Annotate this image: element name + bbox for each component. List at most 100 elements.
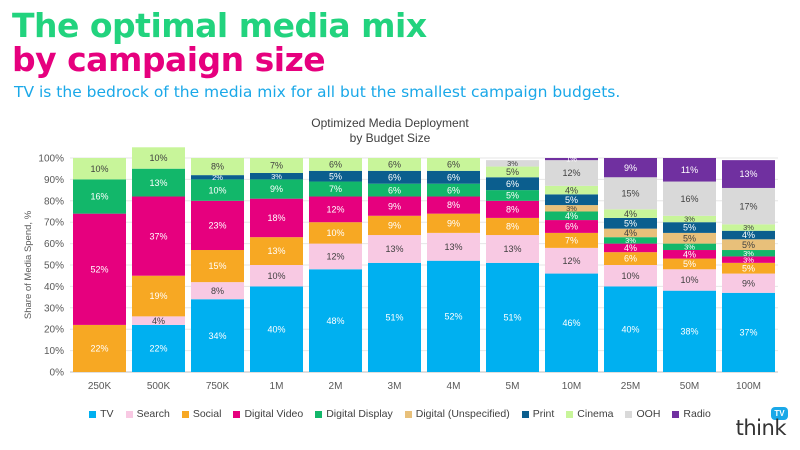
data-label: 17% (739, 201, 757, 211)
bar-segment (486, 217, 539, 236)
legend-label: Digital (Unspecified) (415, 408, 510, 420)
bar-segment (604, 217, 657, 229)
bar-segment (663, 181, 716, 216)
data-label: 9% (447, 218, 460, 228)
bar-segment (604, 177, 657, 210)
legend-label: TV (100, 408, 114, 420)
bar-segment (604, 158, 657, 178)
bar-segment (191, 250, 244, 283)
bar-segment (250, 198, 303, 238)
y-tick-label: 80% (44, 196, 64, 207)
bar-segment (722, 292, 775, 372)
data-label: 51% (503, 313, 521, 323)
data-label: 6% (506, 179, 519, 189)
legend-swatch (233, 410, 241, 418)
bar-segment (545, 220, 598, 233)
bar-segment (663, 290, 716, 372)
y-tick-label: 70% (44, 218, 64, 229)
bar-segment (486, 166, 539, 178)
data-label: 5% (565, 195, 578, 205)
bar-segment (368, 170, 421, 184)
data-label: 5% (742, 240, 755, 250)
brand-logo: think (735, 416, 787, 440)
bar-segment (368, 196, 421, 216)
bar-segment (132, 275, 185, 317)
data-label: 12% (562, 168, 580, 178)
bar-segment (545, 232, 598, 248)
y-tick-label: 0% (50, 368, 65, 379)
bar-segment (486, 190, 539, 201)
y-tick-label: 40% (44, 282, 64, 293)
data-label: 2% (212, 173, 223, 182)
bar-segment (309, 181, 362, 197)
legend-label: Digital Video (244, 408, 304, 420)
bar-segment (663, 258, 716, 270)
data-label: 12% (326, 205, 344, 215)
data-label: 5% (683, 223, 696, 233)
data-label: 37% (149, 231, 167, 241)
bar-segment (663, 232, 716, 244)
data-label: 6% (565, 222, 578, 232)
bar-segment (309, 158, 362, 171)
data-label: 10% (680, 275, 698, 285)
bar-segment (250, 237, 303, 265)
bar-segment (604, 252, 657, 265)
data-label: 3% (684, 215, 695, 224)
data-label: 4% (152, 316, 165, 326)
data-label: 10% (149, 153, 167, 163)
bar-segment (132, 316, 185, 325)
x-tick-label: 3M (388, 381, 402, 392)
data-label: 16% (90, 192, 108, 202)
bar-segment (604, 209, 657, 218)
data-label: 5% (506, 191, 519, 201)
y-tick-label: 60% (44, 239, 64, 250)
data-label: 6% (388, 185, 401, 195)
bar-segment (368, 235, 421, 263)
bar-segment (427, 213, 480, 233)
data-label: 16% (680, 194, 698, 204)
data-label: 7% (329, 184, 342, 194)
bar-segment (545, 247, 598, 274)
x-tick-label: 10M (562, 381, 581, 392)
bar-segment (486, 200, 539, 218)
data-label: 3% (566, 204, 577, 213)
bar-segment (368, 183, 421, 197)
bar-segment (250, 158, 303, 173)
bar-segment (486, 177, 539, 191)
legend-label: Social (192, 408, 222, 420)
data-label: 5% (683, 259, 696, 269)
data-label: 6% (447, 160, 460, 170)
bar-segment (486, 160, 539, 167)
x-tick-label: 2M (329, 381, 343, 392)
data-label: 13% (385, 244, 403, 254)
legend-label: Print (532, 408, 555, 420)
data-label: 51% (385, 313, 403, 323)
bar-segment (427, 260, 480, 372)
data-label: 10% (621, 271, 639, 281)
bar-segment (545, 158, 598, 161)
chart-legend: TV Search Social Digital Video Digital Displ… (0, 408, 800, 420)
x-tick-label: 50M (680, 381, 699, 392)
bar-segment (722, 250, 775, 257)
data-label: 5% (329, 171, 342, 181)
data-label: 4% (742, 230, 755, 240)
data-label: 46% (562, 318, 580, 328)
x-tick-label: 100M (736, 381, 761, 392)
bar-segment (73, 179, 126, 214)
data-label: 40% (621, 324, 639, 334)
data-label: 13% (444, 242, 462, 252)
bar-segment (132, 168, 185, 197)
bar-segment (132, 196, 185, 276)
legend-item: Radio (672, 408, 711, 420)
data-label: 9% (624, 163, 637, 173)
legend-item: Search (125, 408, 170, 420)
data-label: 6% (329, 160, 342, 170)
legend-item: OOH (625, 408, 660, 420)
bar-segment (663, 250, 716, 259)
bar-segment (545, 211, 598, 221)
data-label: 5% (506, 167, 519, 177)
data-label: 7% (565, 236, 578, 246)
legend-item: Digital (Unspecified) (404, 408, 510, 420)
data-label: 12% (562, 256, 580, 266)
x-tick-label: 500K (147, 381, 171, 392)
